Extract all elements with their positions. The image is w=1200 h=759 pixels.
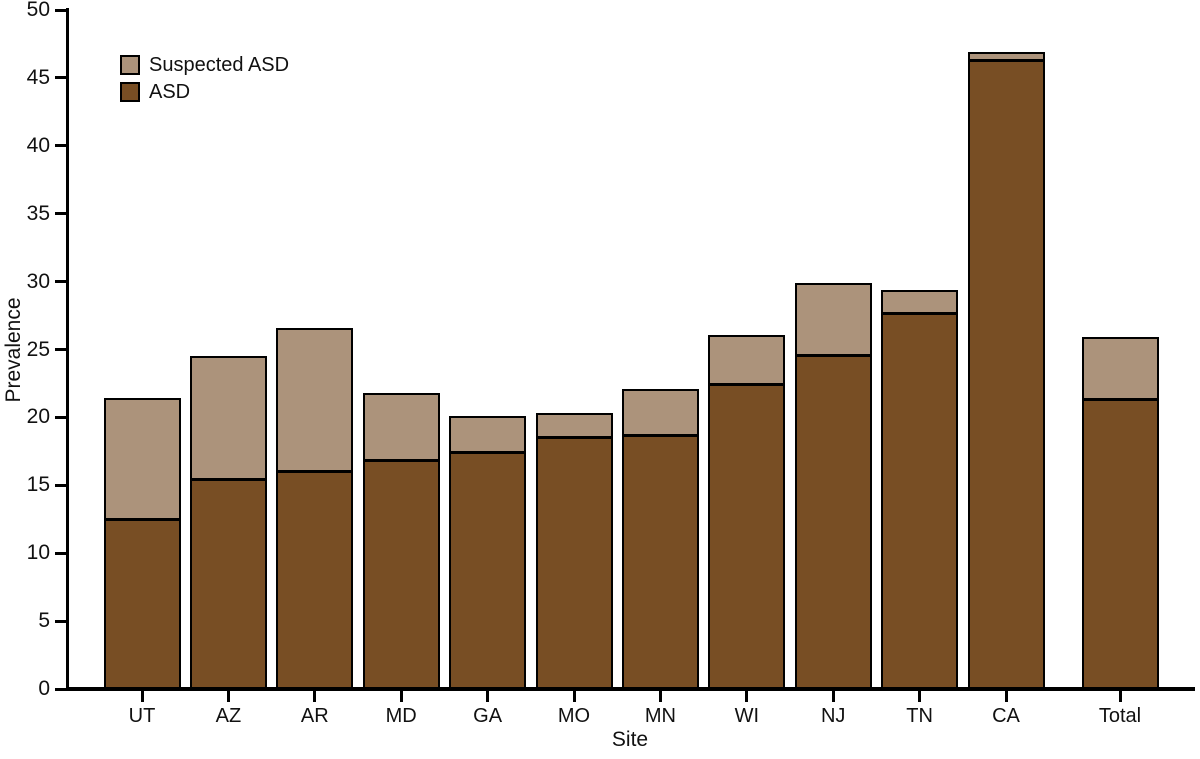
y-tick-label: 50 — [26, 0, 50, 21]
x-tick — [1004, 691, 1008, 702]
bar-segment-asd — [537, 435, 611, 687]
bar-segment-asd — [191, 477, 265, 687]
y-tick-label: 5 — [38, 609, 50, 633]
bar-mn — [621, 388, 699, 689]
x-tick — [918, 691, 922, 702]
x-tick — [140, 691, 144, 702]
plot-area — [68, 10, 1194, 689]
bar-nj — [794, 282, 872, 689]
bar-segment-asd — [796, 354, 870, 687]
bar-segment-asd — [710, 382, 784, 687]
x-tick-label-md: MD — [385, 705, 417, 727]
y-tick — [55, 483, 66, 487]
x-tick — [399, 691, 403, 702]
bar-segment-asd — [278, 469, 352, 687]
x-tick — [745, 691, 749, 702]
x-tick — [572, 691, 576, 702]
x-tick-label-ga: GA — [473, 705, 503, 727]
y-tick-label: 45 — [26, 65, 50, 89]
x-tick-label-total: Total — [1098, 705, 1142, 727]
bar-ca — [967, 52, 1045, 689]
y-tick-label: 35 — [26, 201, 50, 225]
legend-label-asd: ASD — [149, 81, 191, 103]
bar-segment-asd — [451, 450, 525, 687]
x-tick — [831, 691, 835, 702]
bar-total — [1081, 337, 1159, 689]
bar-ar — [276, 327, 354, 689]
x-tick-label-mn: MN — [644, 705, 676, 727]
y-axis-line — [65, 8, 69, 691]
legend-label-suspected-asd: Suspected ASD — [149, 54, 290, 76]
bar-segment-asd — [969, 59, 1043, 687]
y-tick — [55, 8, 66, 12]
x-tick-label-mo: MO — [557, 705, 591, 727]
y-tick-label: 20 — [26, 405, 50, 429]
bar-segment-asd — [1083, 397, 1157, 687]
legend-entry-asd: ASD — [120, 81, 289, 103]
bar-az — [189, 356, 267, 689]
x-tick — [313, 691, 317, 702]
y-tick — [55, 551, 66, 555]
y-tick — [55, 415, 66, 419]
bar-ga — [449, 416, 527, 689]
bar-segment-asd — [883, 311, 957, 687]
x-tick-label-wi: WI — [734, 705, 760, 727]
bar-wi — [708, 334, 786, 689]
x-axis-label: Site — [611, 728, 649, 751]
y-tick-label: 40 — [26, 133, 50, 157]
x-tick-label-az: AZ — [215, 705, 242, 727]
y-tick — [55, 76, 66, 80]
x-tick-label-ca: CA — [992, 705, 1020, 727]
y-tick-label: 10 — [26, 541, 50, 565]
suspected-asd-swatch-icon — [120, 55, 140, 75]
x-tick-label-ut: UT — [128, 705, 156, 727]
y-tick — [55, 144, 66, 148]
y-tick — [55, 687, 66, 691]
y-tick-label: 30 — [26, 269, 50, 293]
legend-entry-suspected-asd: Suspected ASD — [120, 54, 289, 76]
y-tick-label: 0 — [38, 677, 50, 700]
x-tick — [486, 691, 490, 702]
y-tick — [55, 212, 66, 216]
x-tick — [1118, 691, 1122, 702]
y-tick-label: 15 — [26, 473, 50, 497]
bar-tn — [881, 289, 959, 689]
y-tick — [55, 348, 66, 351]
y-tick-label: 25 — [26, 337, 50, 361]
y-tick — [55, 280, 66, 284]
x-tick-label-ar: AR — [300, 705, 329, 727]
bar-ut — [103, 398, 181, 689]
x-axis-line — [65, 687, 1195, 691]
y-tick — [55, 619, 66, 623]
asd-swatch-icon — [120, 82, 140, 102]
bar-mo — [535, 413, 613, 689]
x-tick-label-tn: TN — [906, 705, 933, 727]
bar-md — [362, 392, 440, 689]
bar-segment-asd — [623, 434, 697, 687]
bar-segment-asd — [364, 458, 438, 687]
x-tick-label-nj: NJ — [820, 705, 846, 727]
legend: Suspected ASD ASD — [120, 54, 289, 108]
x-tick — [658, 691, 662, 702]
x-tick — [226, 691, 230, 702]
bar-segment-asd — [105, 518, 179, 687]
